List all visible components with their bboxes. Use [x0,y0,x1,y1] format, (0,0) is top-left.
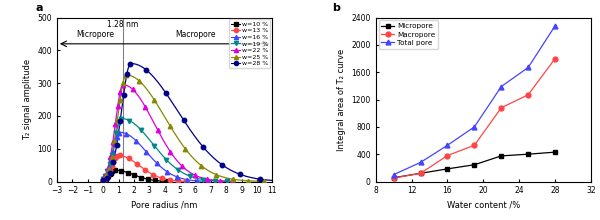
Macropore [524,94,532,96]
Total pore [417,161,424,164]
Line: Macropore: Macropore [391,56,557,181]
Line: Total pore: Total pore [391,23,557,177]
Macropore [417,172,424,175]
Text: b: b [332,3,340,13]
Text: a: a [35,3,43,13]
Micropore [390,176,397,179]
Macropore [471,144,478,147]
Total pore [471,126,478,128]
Total pore [497,85,505,88]
Text: Micropore: Micropore [76,30,115,39]
Micropore [417,172,424,175]
Total pore [551,24,559,27]
X-axis label: Pore radius /nm: Pore radius /nm [131,201,198,210]
Text: 1.28 nm: 1.28 nm [107,20,139,29]
Micropore [524,153,532,156]
Macropore [444,154,451,157]
Macropore [390,177,397,179]
Micropore [497,155,505,157]
Total pore [390,173,397,176]
Y-axis label: T₂ signal amplitude: T₂ signal amplitude [23,59,32,140]
Legend: w=10 %, w=13 %, w=16 %, w=19 %, w=22 %, w=25 %, w=28 %: w=10 %, w=13 %, w=16 %, w=19 %, w=22 %, … [229,20,271,68]
Micropore [471,163,478,166]
Y-axis label: Integral area of T₂ curve: Integral area of T₂ curve [337,48,346,151]
Micropore [444,168,451,170]
Line: Micropore: Micropore [391,150,557,180]
Macropore [497,106,505,109]
Macropore [551,57,559,60]
Total pore [444,144,451,147]
X-axis label: Water content /%: Water content /% [447,201,520,210]
Text: Macropore: Macropore [175,30,215,39]
Legend: Micropore, Macropore, Total pore: Micropore, Macropore, Total pore [379,20,439,49]
Micropore [551,151,559,154]
Total pore [524,66,532,69]
